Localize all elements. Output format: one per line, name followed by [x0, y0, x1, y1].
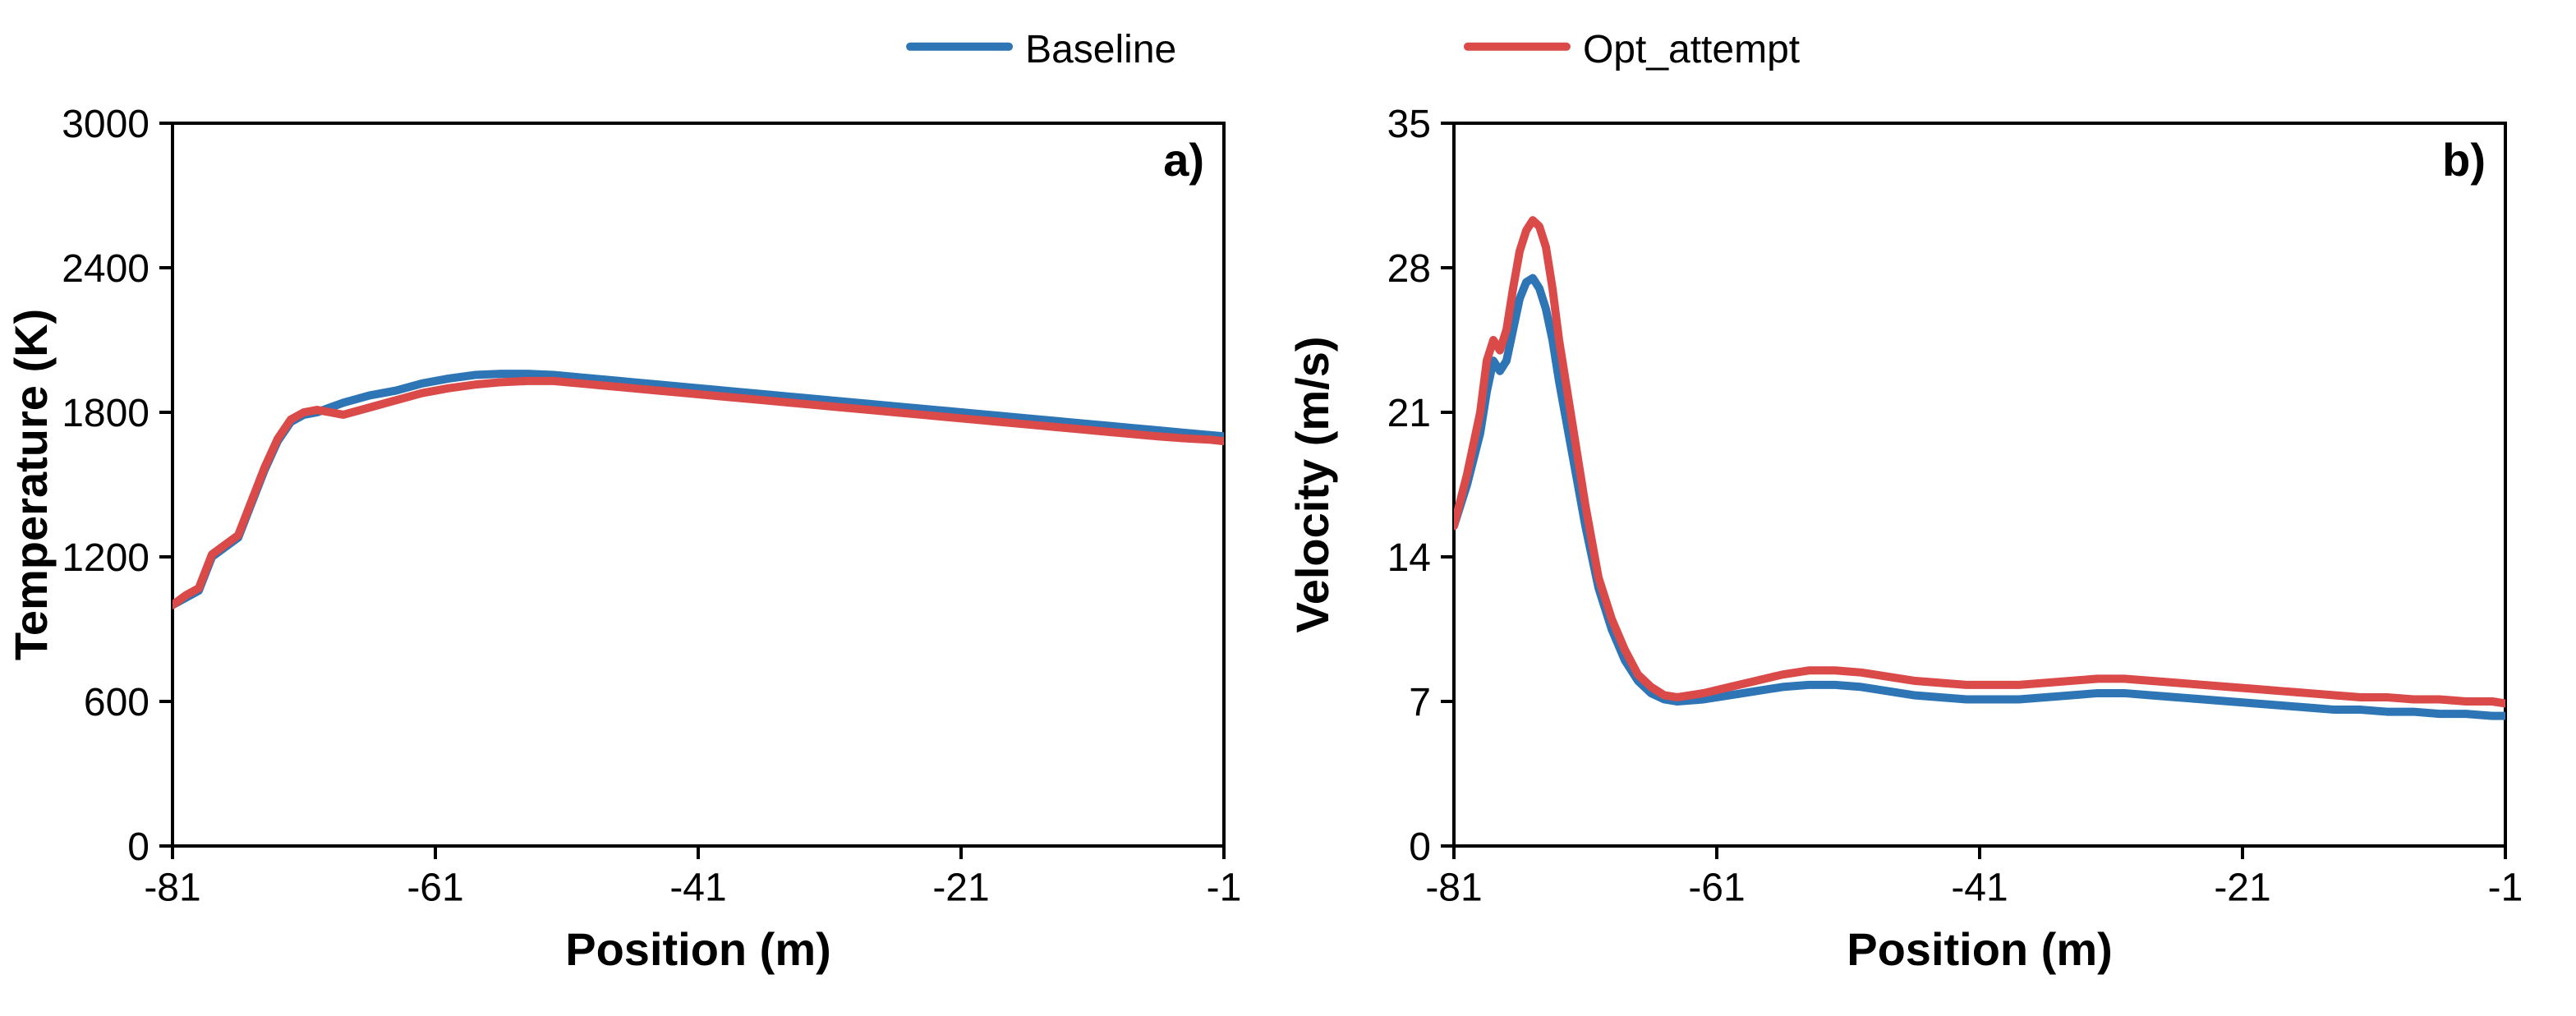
- y-tick-label: 1800: [62, 392, 150, 435]
- y-axis-label: Temperature (K): [5, 309, 57, 660]
- x-tick-label: -61: [1688, 866, 1745, 909]
- legend-label: Opt_attempt: [1583, 28, 1800, 71]
- x-tick-label: -81: [144, 866, 200, 909]
- y-tick-label: 28: [1387, 247, 1431, 291]
- x-tick-label: -21: [2214, 866, 2270, 909]
- panel-tag: a): [1163, 134, 1204, 186]
- x-tick-label: -1: [1207, 866, 1242, 909]
- y-tick-label: 600: [84, 681, 150, 724]
- x-tick-label: -41: [669, 866, 726, 909]
- y-tick-label: 14: [1387, 536, 1431, 580]
- figure-svg: Baseline Opt_attempt -81 -61 -41 -21 -1 0 600 120…: [0, 0, 2576, 1016]
- y-tick-label: 21: [1387, 392, 1431, 435]
- y-axis-label: Velocity (m/s): [1286, 336, 1338, 632]
- y-tick-label: 2400: [62, 247, 150, 291]
- y-tick-label: 35: [1387, 103, 1431, 146]
- panel-tag: b): [2442, 134, 2486, 186]
- y-tick-label: 7: [1409, 681, 1431, 724]
- x-axis-label: Position (m): [1847, 923, 2113, 975]
- figure-container: Baseline Opt_attempt -81 -61 -41 -21 -1 0 600 120…: [0, 0, 2576, 1016]
- x-tick-label: -21: [932, 866, 989, 909]
- y-tick-label: 3000: [62, 103, 150, 146]
- legend-label: Baseline: [1025, 28, 1176, 71]
- x-tick-label: -1: [2488, 866, 2523, 909]
- y-tick-label: 0: [1409, 825, 1431, 869]
- x-tick-label: -41: [1951, 866, 2008, 909]
- y-tick-label: 0: [127, 825, 150, 869]
- x-axis-label: Position (m): [565, 923, 831, 975]
- x-tick-label: -61: [407, 866, 463, 909]
- x-tick-label: -81: [1425, 866, 1482, 909]
- y-tick-label: 1200: [62, 536, 150, 580]
